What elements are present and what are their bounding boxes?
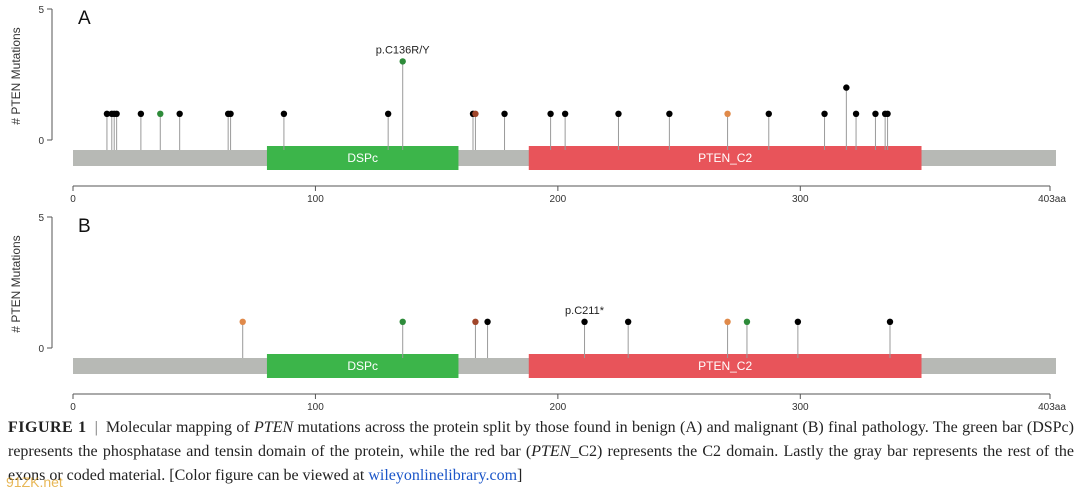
- panel-a-mutation-head-5: [157, 110, 164, 118]
- panel-b-y-tick-label-5: 5: [38, 213, 44, 224]
- panel-b-mutation-head-8: [794, 318, 802, 325]
- panel-a-mutation-head-14: [501, 110, 508, 118]
- panel-b-x-tick-label-200: 200: [550, 402, 567, 410]
- figure-caption: FIGURE 1 | Molecular mapping of PTEN mutat…: [8, 416, 1074, 488]
- panel-a-domain-dspc: [266, 146, 459, 170]
- watermark: 91ZK.net: [6, 474, 63, 490]
- panel-b-x-tick-label-0: 0: [70, 402, 76, 410]
- panel-a-mutation-label-11: p.C136R/Y: [376, 44, 430, 56]
- panel-a-x-tick-label-end: 403aa: [1038, 194, 1066, 205]
- panel-b-mutation-label-4: p.C211*: [565, 305, 605, 317]
- panel-b-mutation-head-3: [484, 318, 491, 325]
- panel-a-x-tick-label-100: 100: [307, 194, 324, 205]
- panel-b-mutation-head-0: [239, 318, 246, 325]
- caption-gene-1: PTEN: [254, 419, 294, 436]
- panel-b-domain-label-dspc: DSPc: [347, 359, 378, 373]
- panel-a-mutation-head-20: [765, 110, 772, 118]
- panel-a-mutation-head-15: [547, 110, 554, 118]
- panel-a-x-tick-label-0: 0: [70, 194, 76, 205]
- caption-text-1: Molecular mapping of: [105, 419, 255, 436]
- panel-b-mutation-head-1: [399, 318, 406, 325]
- panel-b-mutation-head-6: [724, 318, 731, 325]
- caption-text-2: mutations across the protein split by th…: [8, 419, 1074, 460]
- panel-a-x-tick-label-200: 200: [550, 194, 567, 205]
- caption-link[interactable]: wileyonlinelibrary.com: [368, 467, 518, 484]
- panel-a-mutation-head-22: [843, 84, 850, 91]
- panel-b-mutation-head-7: [743, 318, 751, 325]
- panel-b-y-axis-label: # PTEN Mutations: [9, 235, 23, 332]
- panel-b-x-tick-label-100: 100: [307, 402, 324, 410]
- panel-a-mutation-head-18: [666, 110, 673, 118]
- panel-a-mutation-head-17: [615, 110, 622, 118]
- caption-separator: |: [94, 419, 98, 436]
- panel-b-mutation-head-2: [472, 318, 479, 325]
- panel-a-mutation-head-19: [724, 110, 731, 118]
- panel-a-mutation-head-23: [852, 110, 860, 118]
- panel-a-mutation-head-8: [227, 110, 234, 118]
- panel-b-mutation-head-4: [581, 318, 588, 325]
- panel-a-mutation-head-6: [176, 110, 183, 118]
- panel-a-mutation-head-21: [821, 110, 828, 118]
- caption-text-3: _C2) represents the C2 domain. Lastly th…: [8, 443, 1074, 484]
- panel-b-x-tick-label-300: 300: [792, 402, 809, 410]
- panel-a-y-tick-label-5: 5: [38, 5, 44, 16]
- panel-a-mutation-head-0: [103, 110, 111, 118]
- figure-lollipop-plots: A # PTEN Mutations 0 5 DSPc PTEN_C2 p.C136R/Y 0…: [9, 5, 1066, 410]
- panel-a-mutation-head-9: [280, 110, 288, 118]
- panel-a: A # PTEN Mutations 0 5 DSPc PTEN_C2 p.C136R/Y 0…: [9, 5, 1066, 205]
- panel-a-domain-label-dspc: DSPc: [347, 151, 378, 165]
- panel-a-mutation-head-24: [872, 110, 879, 118]
- panel-a-mutation-head-10: [384, 110, 392, 118]
- caption-text-4: ]: [517, 467, 523, 484]
- panel-a-mutation-head-13: [472, 110, 479, 118]
- panel-b-mutation-head-9: [886, 318, 894, 325]
- panel-b-letter: B: [78, 216, 91, 237]
- panel-a-letter: A: [78, 8, 91, 29]
- panel-a-mutation-head-26: [884, 110, 891, 118]
- panel-b-domain-dspc: [266, 354, 459, 378]
- caption-gene-2: PTEN: [531, 443, 571, 460]
- panel-b: B # PTEN Mutations 0 5 DSPc PTEN_C2 p.C211* 0 10…: [9, 213, 1066, 410]
- panel-b-x-tick-label-end: 403aa: [1038, 402, 1066, 410]
- panel-a-y-axis-label: # PTEN Mutations: [9, 27, 23, 124]
- panel-a-mutation-head-11: [399, 58, 406, 65]
- panel-a-y-tick-label-0: 0: [38, 136, 44, 147]
- panel-b-mutation-head-5: [624, 318, 632, 325]
- panel-a-mutation-head-16: [561, 110, 569, 118]
- panel-a-x-tick-label-300: 300: [792, 194, 809, 205]
- caption-label: FIGURE 1: [8, 419, 87, 436]
- panel-b-domain-pten-c2: [528, 354, 922, 378]
- panel-a-mutation-head-3: [113, 110, 120, 118]
- panel-a-domain-label-pten-c2: PTEN_C2: [698, 151, 752, 165]
- panel-b-y-tick-label-0: 0: [38, 344, 44, 355]
- panel-a-mutation-head-4: [137, 110, 145, 118]
- panel-b-domain-label-pten-c2: PTEN_C2: [698, 359, 752, 373]
